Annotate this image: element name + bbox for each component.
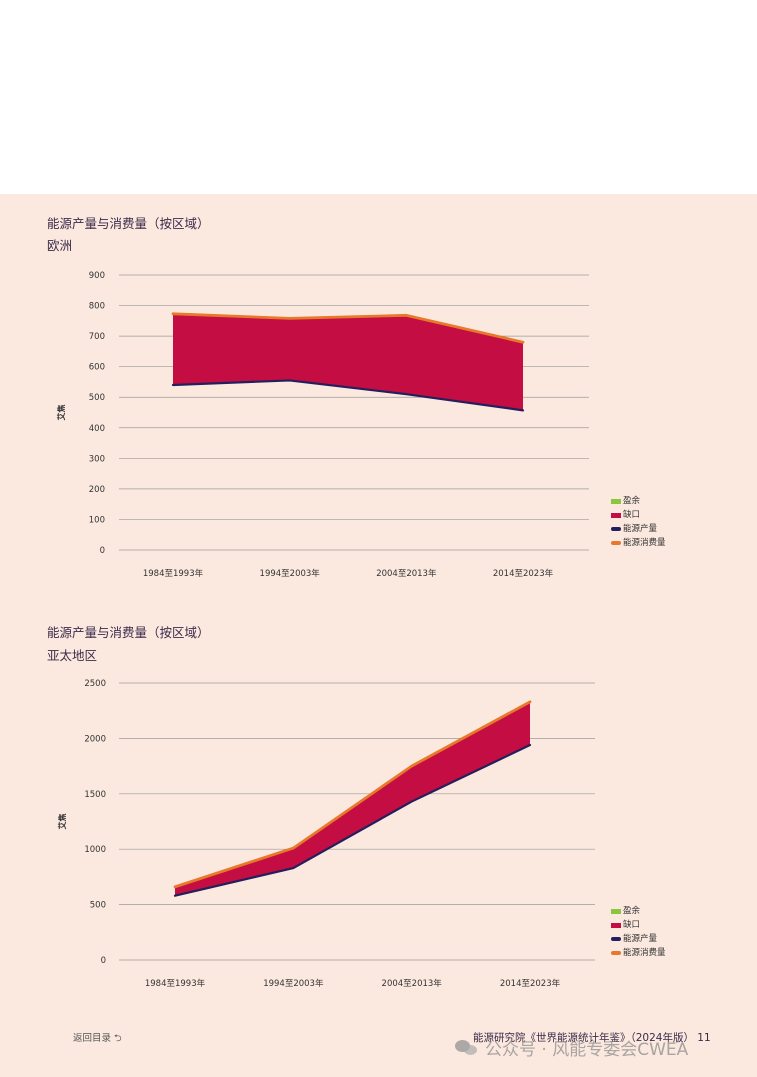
chart2-subtitle: 亚太地区 (47, 648, 98, 663)
deficit-swatch (611, 922, 621, 928)
legend-production: 能源产量 (611, 932, 666, 946)
y-axis-label: 艾焦 (56, 405, 66, 421)
surplus-swatch (611, 498, 621, 504)
production-series-line (171, 379, 525, 412)
y-tick-label: 1500 (84, 790, 106, 800)
legend-surplus-label: 盈余 (623, 496, 641, 506)
y-tick-label: 0 (101, 956, 106, 966)
consumption-swatch (611, 541, 621, 545)
y-axis-label: 艾焦 (57, 814, 67, 830)
y-tick-label: 2000 (84, 734, 106, 744)
y-tick-label: 2500 (84, 679, 106, 689)
surplus-swatch (611, 908, 621, 914)
legend-deficit-label: 缺口 (623, 920, 641, 930)
y-tick-label: 300 (89, 454, 105, 464)
watermark: 公众号 · 风能专委会CWEA (455, 1035, 688, 1060)
legend-deficit-label: 缺口 (623, 510, 641, 520)
x-tick-label: 1984至1993年 (145, 978, 206, 989)
consumption-series-line (171, 312, 525, 344)
y-tick-label: 800 (89, 302, 105, 312)
legend-surplus: 盈余 (611, 494, 666, 508)
y-tick-label: 100 (89, 515, 105, 525)
legend-surplus-label: 盈余 (623, 906, 641, 916)
chart1-subtitle: 欧洲 (47, 238, 73, 253)
legend-consumption-label: 能源消费量 (623, 538, 666, 548)
legend-consumption-label: 能源消费量 (623, 948, 666, 958)
legend-consumption: 能源消费量 (611, 536, 666, 550)
page-source-footer: 能源研究院《世界能源统计年鉴》（2024年版） 11 (473, 1032, 711, 1044)
production-series-line (173, 743, 532, 897)
y-tick-label: 500 (89, 393, 105, 403)
y-tick-label: 200 (89, 485, 105, 495)
legend-deficit: 缺口 (611, 918, 666, 932)
legend-production: 能源产量 (611, 522, 666, 536)
deficit-swatch (611, 512, 621, 518)
x-tick-label: 2004至2013年 (382, 978, 443, 989)
consumption-swatch (611, 951, 621, 955)
x-tick-label: 1994至2003年 (260, 568, 321, 579)
y-tick-label: 400 (89, 424, 105, 434)
legend-deficit: 缺口 (611, 508, 666, 522)
production-swatch (611, 527, 621, 531)
watermark-text: 公众号 · 风能专委会CWEA (485, 1040, 689, 1060)
deficit-area (173, 313, 523, 411)
chart1-title: 能源产量与消费量（按区域） (47, 216, 210, 231)
legend-production-label: 能源产量 (623, 934, 658, 944)
europe-area-chart: 0 100 200 300 400 500 600 700 800 900 艾焦 1984至1993年… (56, 271, 589, 579)
legend-production-label: 能源产量 (623, 524, 658, 534)
chart2-legend: 盈余 缺口 能源产量 能源消费量 (611, 904, 666, 960)
consumption-series-line (173, 700, 532, 889)
wechat-icon (455, 1039, 479, 1057)
y-tick-label: 1000 (84, 845, 106, 855)
x-tick-label: 1984至1993年 (143, 568, 204, 579)
y-tick-label: 700 (89, 332, 105, 342)
y-tick-label: 900 (89, 271, 105, 281)
y-tick-label: 0 (100, 546, 105, 556)
legend-consumption: 能源消费量 (611, 946, 666, 960)
y-tick-label: 500 (90, 901, 106, 911)
x-tick-label: 2014至2023年 (500, 978, 561, 989)
x-tick-label: 2004至2013年 (376, 568, 437, 579)
x-tick-label: 2014至2023年 (493, 568, 554, 579)
asia-pacific-area-chart: 0 500 1000 1500 2000 2500 艾焦 1984至1993年 1994至200… (57, 679, 595, 989)
y-tick-label: 600 (89, 363, 105, 373)
x-tick-label: 1994至2003年 (263, 978, 324, 989)
chart2-title: 能源产量与消费量（按区域） (47, 625, 210, 640)
back-to-contents-link[interactable]: 返回目录 ⮌ (73, 1033, 122, 1044)
chart1-legend: 盈余 缺口 能源产量 能源消费量 (611, 494, 666, 550)
production-swatch (611, 937, 621, 941)
legend-surplus: 盈余 (611, 904, 666, 918)
